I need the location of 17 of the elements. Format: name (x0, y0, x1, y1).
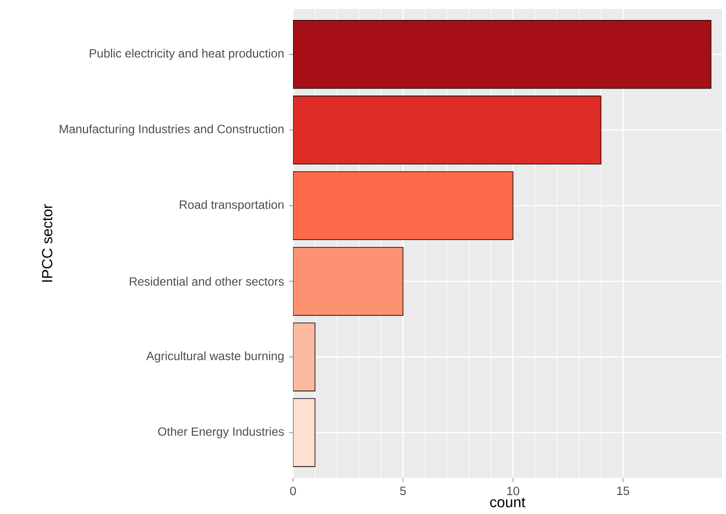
y-tick-label: Residential and other sectors (130, 276, 284, 286)
y-tick-label: Other Energy Industries (158, 427, 284, 438)
y-tick-label: Public electricity and heat production (90, 48, 284, 60)
bar (293, 96, 602, 164)
x-axis-title: count (490, 498, 526, 508)
bar (293, 398, 316, 467)
bar (293, 322, 316, 392)
y-tick-label: Road transportation (180, 200, 284, 212)
y-tick-label: Manufacturing Industries and Construction (60, 124, 284, 136)
x-tick-label: 15 (617, 486, 630, 496)
x-tick-label: 0 (290, 486, 296, 496)
bar (293, 171, 514, 240)
x-tick-label: 5 (400, 486, 406, 496)
bar (293, 246, 404, 316)
y-tick-label: Agricultural waste burning (146, 351, 284, 363)
y-axis-title: IPCC sector (42, 204, 52, 282)
x-tick-label: 10 (507, 486, 520, 496)
